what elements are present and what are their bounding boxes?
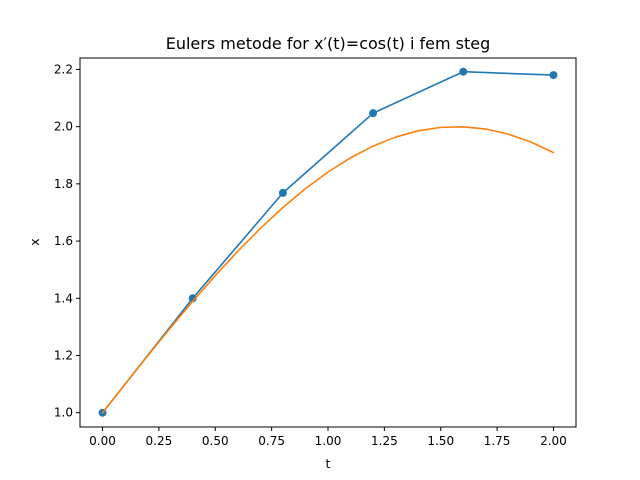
series-point	[459, 67, 468, 76]
y-tick-label: 1.4	[54, 291, 73, 305]
plot-frame	[79, 57, 577, 428]
y-axis: 1.0 1.2 1.4 1.6 1.8 2.0 2.2	[54, 62, 80, 420]
series-point	[549, 71, 558, 80]
y-tick-label: 1.6	[54, 234, 73, 248]
series-point	[188, 294, 197, 303]
x-tick-label: 1.75	[484, 434, 511, 448]
x-tick-label: 0.75	[258, 434, 285, 448]
y-tick-label: 2.2	[54, 62, 73, 76]
x-tick-label: 0.50	[202, 434, 229, 448]
x-tick-label: 0.25	[146, 434, 173, 448]
x-tick-label: 1.00	[315, 434, 342, 448]
x-axis-label: t	[326, 456, 331, 471]
series-line-0	[101, 70, 555, 414]
series-point	[369, 109, 378, 118]
series-point	[278, 188, 287, 197]
y-tick-label: 1.8	[54, 177, 73, 191]
y-tick-label: 1.0	[54, 406, 73, 420]
x-tick-label: 1.25	[371, 434, 398, 448]
x-tick-label: 2.00	[540, 434, 567, 448]
chart-title: Eulers metode for x′(t)=cos(t) i fem ste…	[166, 34, 491, 53]
series-line-1	[101, 125, 555, 414]
y-tick-label: 1.2	[54, 348, 73, 362]
y-axis-label: x	[27, 238, 42, 245]
x-axis: 0.00 0.25 0.50 0.75 1.00 1.25 1.50 1.75 2.00	[89, 427, 567, 448]
x-tick-label: 0.00	[89, 434, 116, 448]
x-tick-label: 1.50	[427, 434, 454, 448]
y-tick-label: 2.0	[54, 120, 73, 134]
plot-area	[98, 67, 558, 417]
